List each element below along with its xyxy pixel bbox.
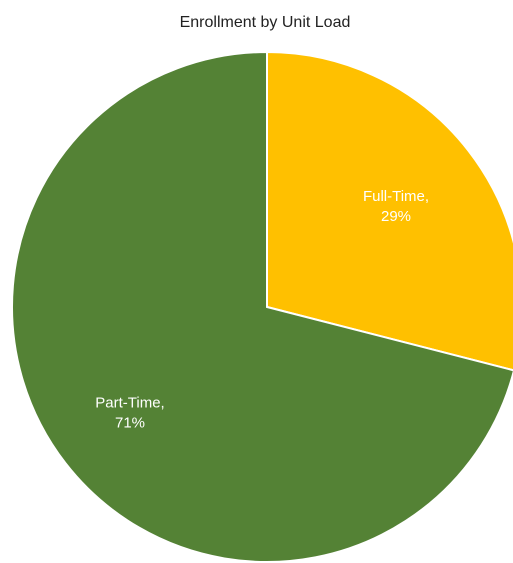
data-label-full-time: Full-Time, 29%	[363, 188, 429, 225]
data-label-percent: 71%	[115, 414, 145, 431]
data-label-part-time: Part-Time, 71%	[95, 394, 164, 431]
data-label-category: Full-Time,	[363, 188, 429, 205]
data-label-percent: 29%	[381, 208, 411, 225]
pie-slice-part-time	[11, 50, 513, 563]
pie-slice-full-time	[266, 50, 513, 372]
data-label-category: Part-Time,	[95, 394, 164, 411]
chart-title: Enrollment by Unit Load	[179, 14, 351, 31]
